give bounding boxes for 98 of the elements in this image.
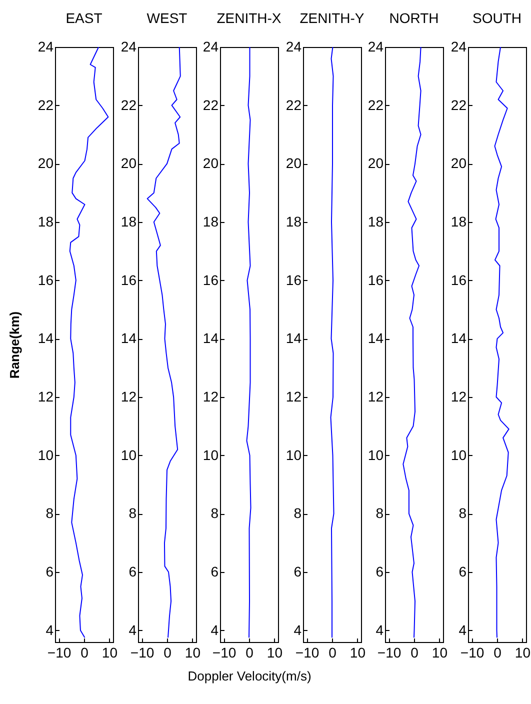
- y-tick-label: 4: [294, 622, 302, 638]
- y-tick-label: 24: [38, 38, 54, 54]
- y-tick-label: 8: [294, 505, 302, 522]
- y-tick-label: 8: [376, 505, 384, 522]
- y-tick-label: 22: [120, 96, 136, 113]
- y-tick-label: 12: [120, 388, 136, 404]
- y-tick-label: 18: [286, 214, 302, 230]
- y-tick-label: 22: [286, 96, 302, 113]
- y-tick-label: 18: [203, 214, 219, 230]
- x-tick-label: 0: [494, 644, 502, 660]
- x-tick-label: 0: [328, 644, 336, 660]
- line-series: [146, 47, 180, 638]
- y-tick-label: 20: [286, 155, 302, 172]
- x-tick-label: 0: [80, 644, 89, 660]
- y-tick-label: 16: [120, 272, 136, 288]
- y-tick-label: 16: [203, 272, 219, 288]
- y-tick-label: 20: [120, 155, 136, 172]
- y-tick-label: 16: [38, 272, 54, 288]
- chart-title: EAST: [66, 10, 103, 26]
- y-tick-label: 22: [368, 96, 384, 113]
- x-tick-label: 10: [432, 644, 448, 660]
- y-tick-label: 12: [450, 388, 467, 404]
- y-tick-label: 14: [450, 330, 467, 346]
- y-tick-label: 10: [450, 446, 467, 463]
- y-tick-label: 6: [210, 564, 219, 580]
- y-tick-label: 8: [46, 505, 54, 522]
- x-tick-label: 0: [163, 644, 172, 660]
- y-tick-label: 20: [38, 155, 54, 172]
- y-tick-label: 24: [450, 38, 467, 54]
- x-tick-label: −10: [378, 644, 402, 660]
- y-tick-label: 4: [210, 622, 219, 638]
- y-tick-label: 10: [203, 446, 219, 463]
- x-tick-label: 10: [267, 644, 283, 660]
- y-tick-label: 10: [368, 446, 384, 463]
- y-tick-label: 8: [458, 505, 467, 522]
- x-tick-label: 0: [410, 644, 419, 660]
- y-tick-label: 12: [203, 388, 219, 404]
- y-tick-label: 12: [368, 388, 384, 404]
- y-tick-label: 12: [286, 388, 302, 404]
- x-tick-label: −10: [212, 644, 237, 660]
- y-tick-label: 4: [458, 622, 467, 638]
- y-tick-label: 4: [128, 622, 136, 638]
- y-tick-label: 14: [120, 330, 136, 346]
- y-tick-label: 14: [38, 330, 54, 346]
- x-tick-label: −10: [47, 644, 72, 660]
- y-tick-label: 4: [46, 622, 54, 638]
- y-tick-label: 6: [294, 564, 302, 580]
- x-tick-label: −10: [295, 644, 320, 660]
- x-tick-label: 10: [102, 644, 118, 660]
- y-axis-title: Range(km): [6, 311, 22, 379]
- y-tick-label: 20: [368, 155, 384, 172]
- y-tick-label: 8: [210, 505, 219, 522]
- line-series: [330, 47, 334, 638]
- chart-title: WEST: [146, 10, 188, 26]
- y-tick-label: 14: [286, 330, 302, 346]
- y-tick-label: 6: [458, 564, 467, 580]
- y-tick-label: 24: [120, 38, 136, 54]
- y-tick-label: 18: [38, 214, 54, 230]
- y-tick-label: 18: [368, 214, 384, 230]
- y-tick-label: 22: [203, 96, 219, 113]
- chart-title: NORTH: [390, 10, 440, 26]
- y-tick-label: 10: [286, 446, 302, 463]
- y-tick-label: 22: [38, 96, 54, 113]
- y-tick-label: 4: [376, 622, 384, 638]
- y-tick-label: 24: [368, 38, 384, 54]
- y-tick-label: 14: [203, 330, 219, 346]
- y-tick-label: 14: [368, 330, 384, 346]
- y-tick-label: 16: [286, 272, 302, 288]
- y-tick-label: 10: [38, 446, 54, 463]
- line-series: [69, 47, 109, 638]
- y-tick-label: 16: [368, 272, 384, 288]
- y-tick-label: 10: [120, 446, 136, 463]
- y-tick-label: 24: [203, 38, 219, 54]
- chart-title: ZENITH-Y: [300, 10, 365, 26]
- x-tick-label: 10: [350, 644, 366, 660]
- y-tick-label: 6: [46, 564, 54, 580]
- y-tick-label: 12: [38, 388, 54, 404]
- y-tick-label: 18: [120, 214, 136, 230]
- y-tick-label: 18: [450, 214, 467, 230]
- line-series: [494, 47, 510, 638]
- x-tick-label: 10: [184, 644, 200, 660]
- y-tick-label: 22: [450, 96, 467, 113]
- y-tick-label: 6: [376, 564, 384, 580]
- x-tick-label: −10: [130, 644, 154, 660]
- x-tick-label: −10: [460, 644, 484, 660]
- y-tick-label: 16: [450, 272, 467, 288]
- chart-title: ZENITH-X: [216, 10, 282, 26]
- y-tick-label: 6: [128, 564, 136, 580]
- y-tick-label: 20: [203, 155, 219, 172]
- x-tick-label: 0: [246, 644, 254, 660]
- y-tick-label: 24: [286, 38, 302, 54]
- x-axis-title: Doppler Velocity(m/s): [188, 668, 312, 684]
- y-tick-label: 8: [128, 505, 136, 522]
- line-series: [246, 47, 252, 638]
- line-series: [403, 47, 422, 638]
- y-tick-label: 20: [450, 155, 467, 172]
- x-tick-label: 10: [514, 644, 531, 660]
- chart-title: SOUTH: [472, 10, 522, 26]
